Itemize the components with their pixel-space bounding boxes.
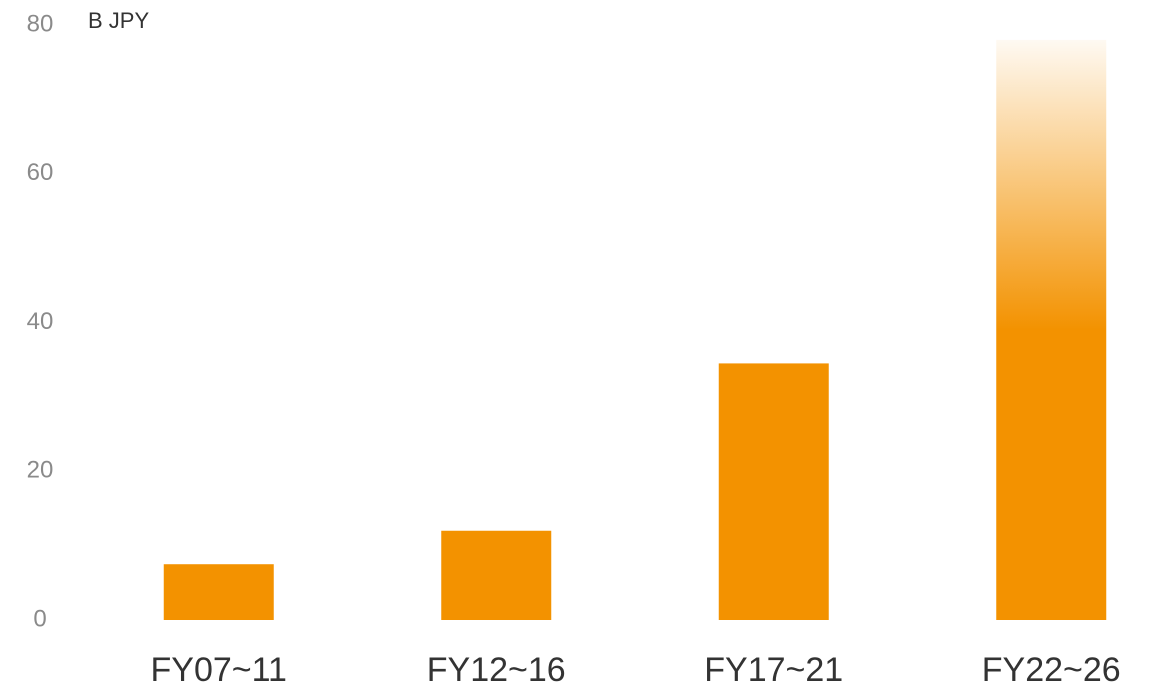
y-unit: B JPY: [88, 8, 149, 33]
bar: [996, 39, 1107, 620]
x-tick-label: FY12~16: [427, 651, 566, 689]
bar: [441, 530, 552, 620]
bar: [718, 363, 829, 620]
y-tick-label: 60: [27, 159, 54, 186]
y-tick-label: 0: [33, 605, 46, 632]
y-tick-label: 80: [27, 10, 54, 37]
y-tick-label: 40: [27, 308, 54, 335]
y-tick-label: 20: [27, 457, 54, 484]
x-tick-label: FY17~21: [704, 651, 843, 689]
x-tick-label: FY07~11: [151, 651, 287, 689]
x-tick-label: FY22~26: [982, 651, 1121, 689]
bar: [163, 564, 274, 620]
